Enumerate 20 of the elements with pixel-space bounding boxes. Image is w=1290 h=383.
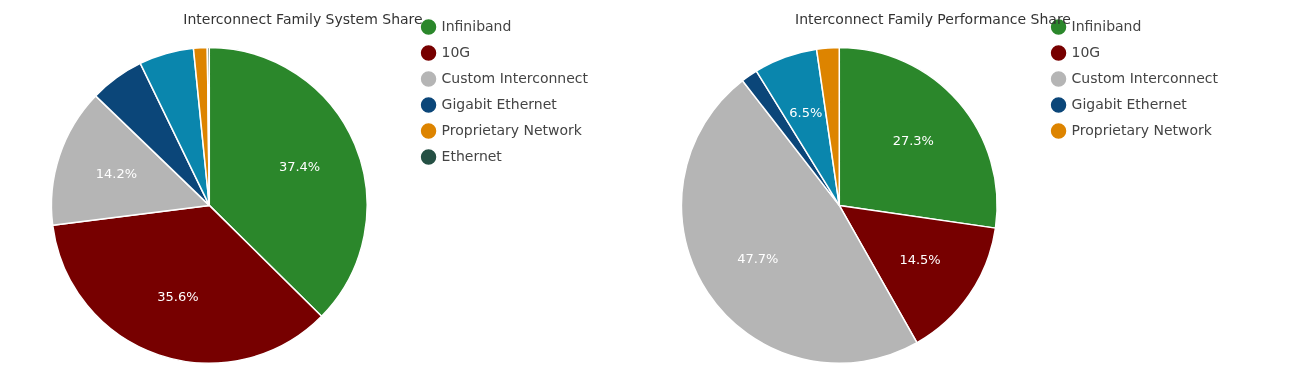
legend-label: Custom Interconnect: [1071, 69, 1219, 86]
legend-label: Ethernet: [441, 147, 503, 164]
legend-label: Proprietary Network: [1071, 121, 1213, 138]
legend-label: Custom Interconnect: [441, 69, 589, 86]
chart-title: Interconnect Family System Share: [183, 11, 423, 28]
data-label: 14.5%: [899, 252, 941, 268]
legend-label: 10G: [1071, 43, 1101, 60]
legend-label: Infiniband: [1071, 17, 1142, 34]
data-label: 47.7%: [737, 251, 779, 267]
legend-label: Gigabit Ethernet: [1071, 95, 1188, 112]
legend-label: Infiniband: [441, 17, 512, 34]
legend-label: Gigabit Ethernet: [441, 95, 558, 112]
data-label: 27.3%: [892, 132, 934, 148]
chart-title: Interconnect Family Performance Share: [795, 11, 1071, 28]
data-label: 14.2%: [95, 165, 138, 181]
legend-label: 10G: [441, 43, 471, 60]
data-label: 35.6%: [157, 289, 199, 305]
data-label: 6.5%: [789, 104, 823, 120]
data-label: 37.4%: [278, 159, 321, 175]
legend-label: Proprietary Network: [441, 121, 583, 138]
